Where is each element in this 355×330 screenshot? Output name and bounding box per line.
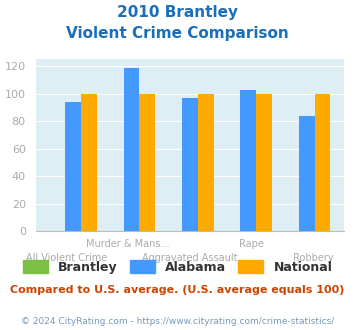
Text: Compared to U.S. average. (U.S. average equals 100): Compared to U.S. average. (U.S. average … [10, 285, 345, 295]
Text: Murder & Mans...: Murder & Mans... [86, 239, 170, 249]
Bar [124, 68, 140, 231]
Bar [256, 94, 272, 231]
Bar [240, 90, 256, 231]
Text: © 2024 CityRating.com - https://www.cityrating.com/crime-statistics/: © 2024 CityRating.com - https://www.city… [21, 317, 334, 326]
Bar [299, 116, 315, 231]
Text: Rape: Rape [239, 239, 264, 249]
Bar [81, 94, 97, 231]
Bar [315, 94, 330, 231]
Text: Robbery: Robbery [293, 253, 334, 263]
Text: All Violent Crime: All Violent Crime [26, 253, 107, 263]
Bar [140, 94, 155, 231]
Legend: Brantley, Alabama, National: Brantley, Alabama, National [18, 255, 337, 279]
Text: 2010 Brantley: 2010 Brantley [117, 5, 238, 20]
Bar [182, 98, 198, 231]
Text: Violent Crime Comparison: Violent Crime Comparison [66, 26, 289, 41]
Bar [65, 102, 81, 231]
Bar [198, 94, 214, 231]
Text: Aggravated Assault: Aggravated Assault [142, 253, 238, 263]
